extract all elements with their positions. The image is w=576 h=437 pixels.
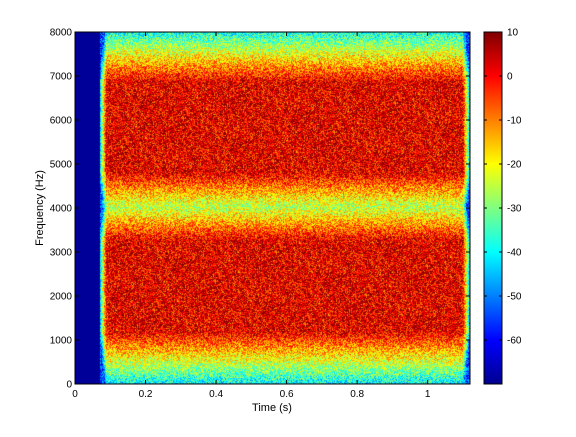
y-tick-label: 5000	[50, 160, 73, 171]
colorbar-tick-label: -60	[507, 336, 522, 347]
colorbar: 10 0 -10 -20 -30 -40 -50 -60	[483, 28, 522, 385]
y-tick-label: 7000	[50, 72, 73, 83]
y-tick-label: 3000	[50, 248, 73, 259]
x-axis-label: Time (s)	[252, 402, 292, 414]
spectrogram-image	[75, 32, 470, 384]
colorbar-tick-label: -10	[507, 116, 522, 127]
colorbar-tick-label: -40	[507, 248, 522, 259]
x-tick-label: 0.4	[209, 389, 223, 400]
y-axis-label: Frequency (Hz)	[34, 170, 46, 246]
colorbar-tick-label: -50	[507, 292, 522, 303]
x-tick-label: 0.8	[350, 389, 364, 400]
colorbar-tick-label: -30	[507, 204, 522, 215]
x-tick-label: 0	[72, 389, 78, 400]
y-tick-label: 8000	[50, 28, 73, 39]
y-tick-label: 0	[66, 380, 72, 391]
y-tick-label: 2000	[50, 292, 73, 303]
colorbar-tick-label: 10	[507, 28, 519, 39]
colorbar-tick-label: 0	[507, 72, 513, 83]
axes: 0 0.2 0.4 0.6 0.8 1 0 1000 2000 3000 4000 5000 6000 7…	[50, 28, 471, 400]
x-tick-label: 0.6	[280, 389, 294, 400]
y-tick-label: 6000	[50, 116, 73, 127]
plot-area	[75, 32, 470, 384]
y-tick-label: 4000	[50, 204, 73, 215]
colorbar-tick-label: -20	[507, 160, 522, 171]
x-tick-label: 1	[425, 389, 431, 400]
x-tick-label: 0.2	[139, 389, 153, 400]
y-tick-label: 1000	[50, 336, 73, 347]
colorbar-gradient	[484, 32, 502, 384]
